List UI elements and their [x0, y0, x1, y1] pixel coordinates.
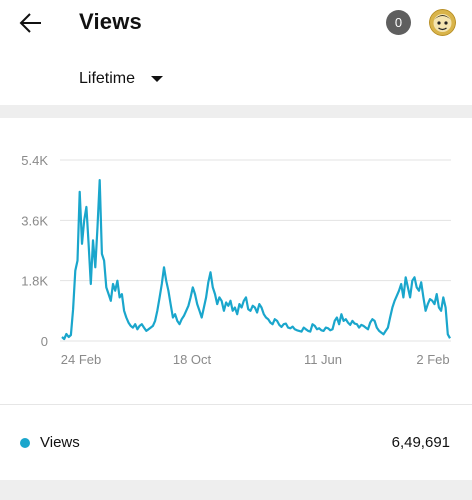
views-total-value: 6,49,691 [391, 434, 450, 451]
y-tick-label: 5.4K [21, 153, 48, 168]
views-series-line [61, 179, 451, 341]
x-tick-label: 2 Feb [416, 352, 449, 367]
chart-legend: Views 6,49,691 [0, 404, 472, 481]
caret-down-icon [151, 76, 164, 82]
x-tick-label: 11 Jun [304, 352, 342, 367]
app-header: Views 0 Lifetime [0, 0, 472, 105]
avatar-image [429, 9, 456, 36]
arrow-left-icon [19, 13, 41, 33]
notification-badge[interactable]: 0 [386, 10, 411, 35]
avatar[interactable] [429, 9, 456, 36]
legend-series-name: Views [40, 434, 80, 451]
section-divider [0, 105, 472, 118]
x-tick-label: 18 Oct [173, 352, 212, 367]
date-range-label: Lifetime [79, 70, 136, 87]
bottom-divider [0, 480, 472, 500]
page-title: Views [79, 9, 142, 34]
legend-series-marker [20, 438, 30, 448]
views-chart: 0 1.8K 3.6K 5.4K 24 Feb 18 Oct 11 Jun 2 Feb [0, 118, 472, 401]
x-tick-label: 24 Feb [61, 352, 101, 367]
y-tick-label: 0 [41, 334, 48, 349]
y-tick-label: 1.8K [21, 274, 48, 289]
views-chart-svg: 0 1.8K 3.6K 5.4K 24 Feb 18 Oct 11 Jun 2 Feb [21, 153, 451, 367]
date-range-dropdown[interactable]: Lifetime [79, 68, 164, 90]
back-button[interactable] [18, 10, 46, 38]
y-tick-label: 3.6K [21, 213, 48, 228]
